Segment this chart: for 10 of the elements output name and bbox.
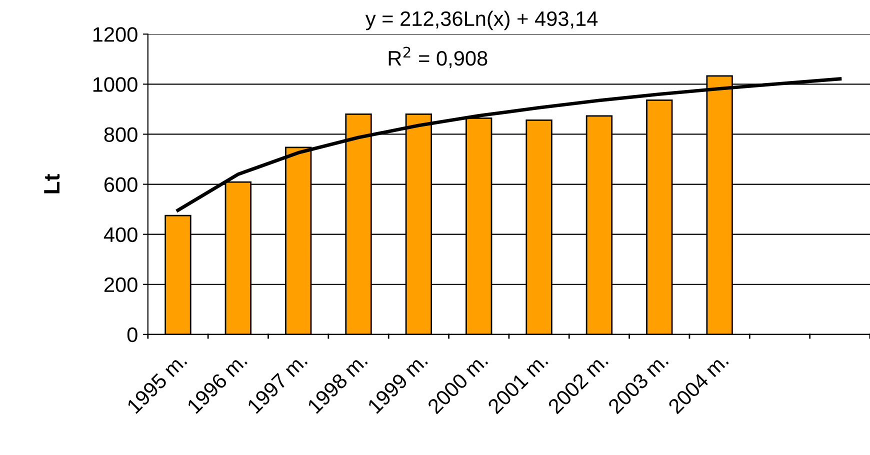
text: y = 212,36Ln(x) + 493,14 xyxy=(365,10,598,30)
y-tick-label: 400 xyxy=(104,227,138,242)
y-tick-label: 0 xyxy=(127,327,138,342)
y-tick-label: 1000 xyxy=(93,77,138,92)
y-tick-label: 800 xyxy=(104,127,138,142)
y-tick-label: 600 xyxy=(104,177,138,192)
y-axis-title: Lt xyxy=(44,174,60,194)
y-tick-label: 1200 xyxy=(93,27,138,42)
annotation: R$^{2}$ = 0,908 xyxy=(388,46,488,68)
y-tick-label: 200 xyxy=(104,277,138,292)
